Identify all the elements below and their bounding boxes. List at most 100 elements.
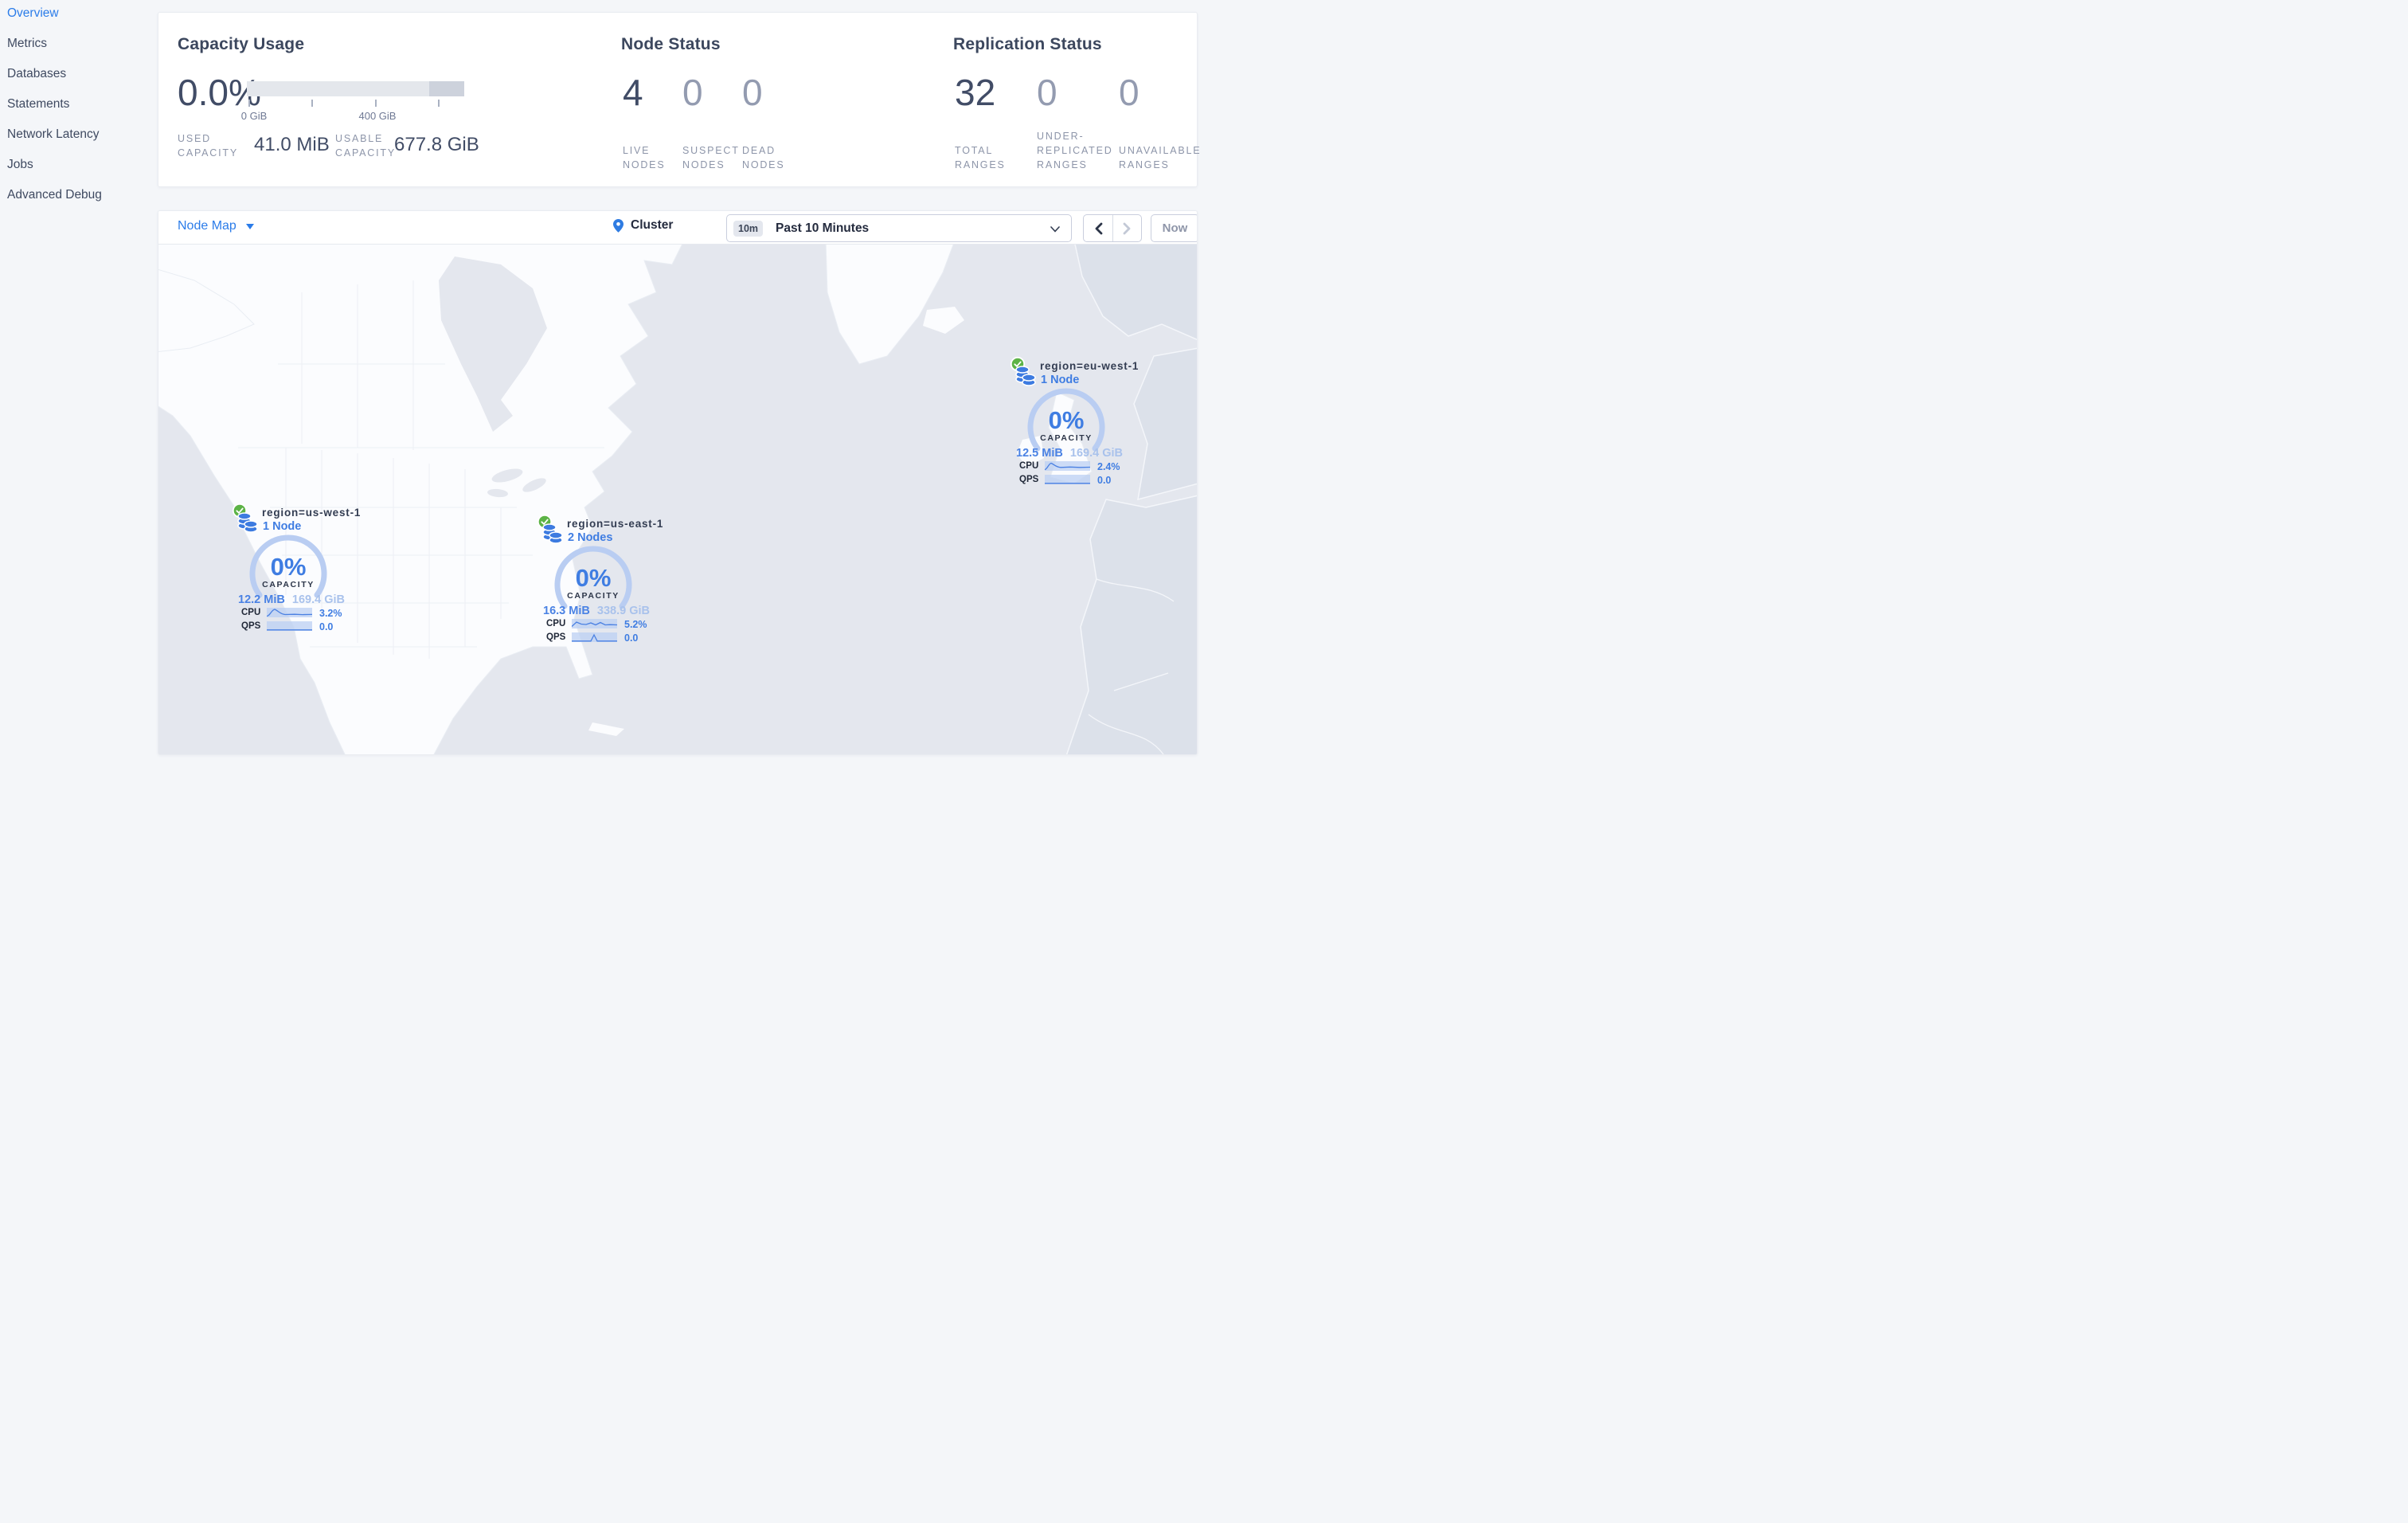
map-land-greenland — [825, 240, 956, 365]
node-map-toolbar: Node Map Cluster 10m Past 10 Minutes — [158, 211, 1197, 245]
cpu-label: CPU — [1019, 461, 1039, 471]
region-used-capacity: 12.2 MiB — [238, 593, 285, 606]
cluster-summary-card: Capacity Usage 0.0% 0 GiB 400 GiB USED C… — [158, 12, 1200, 187]
chevron-down-icon — [1050, 226, 1060, 233]
sidebar-item-overview[interactable]: Overview — [0, 0, 157, 29]
time-range-label: Past 10 Minutes — [776, 221, 870, 235]
cpu-sparkline — [572, 619, 617, 628]
map-great-lakes — [487, 468, 546, 498]
time-scale-badge: 10m — [733, 220, 764, 237]
gauge-tick — [438, 100, 440, 107]
region-qps-row: QPS 0.0 — [546, 632, 651, 644]
sidebar-item-metrics[interactable]: Metrics — [0, 29, 157, 59]
sidebar-item-databases[interactable]: Databases — [0, 59, 157, 89]
qps-label: QPS — [241, 621, 261, 631]
region-marker-us-west-1[interactable]: region=us-west-1 1 Node 0% CAPACITY 12.2… — [232, 503, 360, 640]
sidebar-item-network-latency[interactable]: Network Latency — [0, 119, 157, 150]
sidebar-item-label: Statements — [7, 97, 70, 111]
region-total-capacity: 338.9 GiB — [596, 605, 650, 617]
node-map-card: Node Map Cluster 10m Past 10 Minutes — [158, 210, 1198, 755]
capacity-gauge: 0 GiB 400 GiB — [241, 81, 464, 129]
region-name: region=eu-west-1 — [1040, 360, 1140, 372]
node-status-title: Node Status — [621, 35, 721, 53]
time-nav-group — [1083, 214, 1142, 242]
dead-nodes-label: DEAD NODES — [742, 145, 785, 170]
capacity-arc — [1027, 388, 1105, 452]
suspect-nodes-label: SUSPECT NODES — [682, 145, 740, 170]
now-button-label: Now — [1162, 221, 1188, 235]
sidebar-item-statements[interactable]: Statements — [0, 89, 157, 119]
map-country-borders — [1088, 578, 1175, 754]
qps-value: 0.0 — [624, 632, 639, 644]
region-capacity-label: CAPACITY — [262, 580, 315, 589]
map-land-alaska — [158, 268, 255, 352]
region-capacity-percent: 0% — [270, 553, 307, 581]
region-marker-eu-west-1[interactable]: region=eu-west-1 1 Node 0% CAPACITY 12.5… — [1010, 356, 1138, 493]
total-ranges-value: 32 — [955, 72, 996, 113]
sidebar-item-advanced-debug[interactable]: Advanced Debug — [0, 180, 157, 210]
region-nodes-link[interactable]: 2 Nodes — [568, 531, 613, 544]
sidebar-item-jobs[interactable]: Jobs — [0, 150, 157, 180]
qps-value: 0.0 — [319, 621, 334, 632]
cpu-label: CPU — [241, 608, 261, 617]
region-cpu-row: CPU 2.4% — [1019, 461, 1124, 472]
region-total-capacity: 169.4 GiB — [291, 593, 345, 606]
now-button[interactable]: Now — [1151, 214, 1197, 242]
map-land-europe — [1065, 495, 1197, 754]
view-mode-label: Node Map — [178, 219, 236, 233]
region-capacity-percent: 0% — [1048, 406, 1085, 434]
suspect-nodes-value: 0 — [682, 72, 703, 113]
region-cpu-row: CPU 5.2% — [546, 619, 651, 630]
qps-value: 0.0 — [1097, 475, 1112, 486]
sidebar-item-label: Databases — [7, 67, 67, 80]
node-map-canvas[interactable]: region=us-west-1 1 Node 0% CAPACITY 12.2… — [158, 240, 1197, 754]
region-qps-row: QPS 0.0 — [241, 621, 346, 632]
gauge-tick — [311, 100, 313, 107]
gauge-tick — [248, 100, 250, 107]
replication-status-title: Replication Status — [953, 35, 1102, 53]
region-capacity-label: CAPACITY — [567, 591, 620, 601]
region-marker-us-east-1[interactable]: region=us-east-1 2 Nodes 0% CAPACITY 16.… — [537, 514, 663, 651]
sidebar: Overview Metrics Databases Statements Ne… — [0, 0, 157, 1523]
cpu-value: 5.2% — [624, 619, 647, 630]
under-replicated-ranges-value: 0 — [1037, 72, 1057, 113]
sidebar-item-label: Metrics — [7, 37, 47, 50]
database-stack-icon — [237, 512, 258, 533]
used-capacity-value: 41.0 MiB — [254, 134, 330, 155]
time-range-dropdown[interactable]: 10m Past 10 Minutes — [726, 214, 1072, 242]
sidebar-item-label: Network Latency — [7, 127, 100, 141]
world-map — [158, 240, 1197, 754]
breadcrumb-cluster[interactable]: Cluster — [613, 218, 673, 233]
capacity-arc — [554, 546, 632, 609]
cpu-label: CPU — [546, 619, 566, 628]
region-nodes-link[interactable]: 1 Node — [263, 520, 302, 533]
map-state-borders — [238, 280, 604, 659]
database-stack-icon — [542, 523, 563, 544]
map-land-europe-north — [1133, 347, 1197, 501]
chevron-left-icon — [1095, 222, 1102, 234]
capacity-gauge-bar — [247, 81, 464, 96]
region-name: region=us-east-1 — [567, 518, 664, 530]
gauge-tick-label: 400 GiB — [358, 110, 397, 122]
map-land-cuba — [588, 722, 624, 736]
qps-sparkline — [1045, 475, 1090, 484]
chevron-right-icon — [1123, 222, 1131, 234]
usable-capacity-label: USABLE CAPACITY — [335, 133, 396, 159]
cpu-value: 2.4% — [1097, 461, 1120, 472]
capacity-usage-title: Capacity Usage — [178, 35, 305, 53]
cpu-value: 3.2% — [319, 608, 342, 619]
region-capacity-label: CAPACITY — [1040, 433, 1093, 443]
region-nodes-link[interactable]: 1 Node — [1041, 374, 1080, 386]
total-ranges-label: TOTAL RANGES — [955, 145, 1006, 170]
live-nodes-label: LIVE NODES — [623, 145, 666, 170]
region-used-capacity: 12.5 MiB — [1016, 447, 1063, 460]
view-mode-dropdown[interactable]: Node Map — [178, 219, 254, 233]
qps-label: QPS — [546, 632, 566, 642]
dead-nodes-value: 0 — [742, 72, 763, 113]
time-prev-button[interactable] — [1084, 215, 1112, 241]
region-name: region=us-west-1 — [262, 507, 362, 519]
time-next-button[interactable] — [1112, 215, 1141, 241]
map-hudson-bay — [439, 256, 547, 432]
gauge-tick — [375, 100, 377, 107]
qps-sparkline — [267, 621, 312, 631]
